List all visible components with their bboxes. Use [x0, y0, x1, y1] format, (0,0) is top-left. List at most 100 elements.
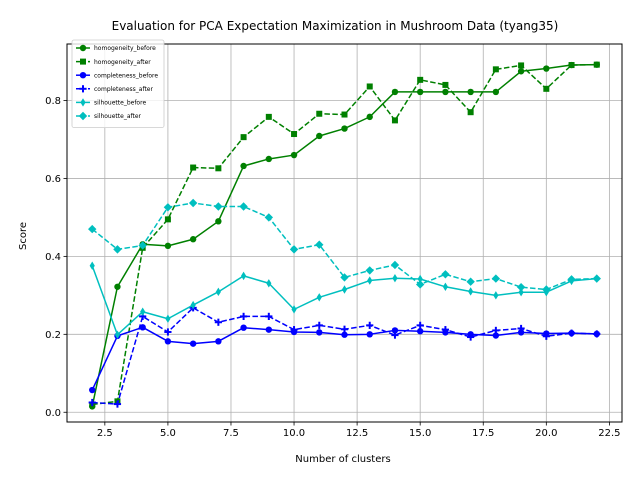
data-point: [416, 328, 424, 335]
data-point: [341, 285, 348, 294]
legend-entry: completeness_before: [76, 72, 158, 79]
data-point: [366, 321, 374, 329]
y-axis-title: Score: [18, 222, 29, 250]
series-silhouette_after: [88, 198, 601, 294]
data-point: [366, 331, 373, 338]
legend-entry: completeness_after: [76, 85, 153, 93]
legend: homogeneity_before homogeneity_aftercompl…: [71, 39, 165, 128]
data-point: [492, 326, 500, 335]
data-point: [391, 331, 399, 339]
x-tick-label: 15.0: [409, 428, 431, 439]
data-point: [140, 307, 146, 316]
data-point: [367, 276, 373, 285]
data-point: [568, 62, 575, 69]
data-point: [417, 274, 423, 284]
data-point: [265, 113, 272, 120]
y-tick-label: 0.0: [45, 408, 61, 419]
x-tick-label: 7.5: [223, 428, 239, 439]
data-point: [441, 270, 450, 279]
data-point: [340, 273, 349, 282]
data-point: [240, 162, 247, 170]
data-point: [265, 312, 273, 320]
data-point: [289, 245, 299, 254]
data-point: [517, 329, 525, 336]
x-tick-label: 22.5: [598, 428, 620, 439]
legend-box: [71, 39, 165, 128]
series-layer: [88, 61, 601, 410]
data-point: [189, 236, 197, 243]
data-point: [164, 328, 172, 336]
x-tick-label: 2.5: [97, 428, 113, 439]
legend-entry: homogeneity_after: [76, 58, 151, 66]
data-point: [188, 198, 198, 208]
data-point: [593, 330, 601, 338]
data-point: [89, 386, 96, 394]
legend-entry: silhouette_after: [76, 111, 142, 121]
data-point: [518, 62, 525, 69]
data-point: [214, 318, 222, 326]
series-completeness_before: [89, 324, 600, 394]
data-point: [139, 324, 146, 331]
data-point: [467, 109, 474, 116]
data-point: [215, 287, 221, 297]
data-point: [391, 327, 399, 334]
data-point: [240, 134, 247, 141]
data-point: [340, 325, 349, 333]
data-point: [366, 83, 373, 90]
x-tick-label: 5.0: [160, 428, 176, 439]
data-point: [239, 312, 248, 320]
data-point: [215, 338, 222, 345]
data-point: [88, 224, 97, 234]
data-point: [365, 266, 374, 275]
data-point: [190, 164, 197, 171]
data-point: [593, 61, 600, 68]
data-point: [543, 85, 550, 92]
data-point: [291, 131, 298, 138]
data-point: [138, 241, 147, 250]
data-point: [341, 331, 348, 338]
chart-title: Evaluation for PCA Expectation Maximizat…: [112, 19, 559, 33]
data-point: [316, 329, 323, 336]
legend-label: homogeneity_after: [94, 59, 151, 66]
data-point: [366, 113, 373, 121]
legend-label: homogeneity_before: [94, 45, 156, 52]
x-tick-label: 17.5: [472, 428, 494, 439]
x-tick-label: 20.0: [535, 428, 557, 439]
data-point: [518, 288, 524, 297]
data-point: [164, 338, 172, 345]
legend-entry: silhouette_before: [76, 98, 146, 107]
data-point: [240, 271, 247, 281]
data-point: [466, 277, 475, 286]
data-point: [239, 202, 248, 211]
data-point: [592, 274, 601, 283]
data-point: [315, 321, 323, 329]
data-point: [240, 324, 247, 331]
legend-marker: [79, 72, 87, 79]
axis-ticks: 2.5 5.0 7.5 10.0 12.5 15.0 17.5 20.0 22.5 0.0 0.2 0…: [45, 96, 620, 439]
data-point: [113, 400, 122, 408]
data-point: [89, 261, 95, 270]
data-point: [442, 282, 449, 291]
data-point: [442, 81, 449, 88]
data-point: [290, 151, 298, 159]
data-point: [467, 88, 474, 96]
data-point: [493, 291, 499, 300]
y-tick-label: 0.4: [45, 252, 61, 263]
data-point: [165, 314, 171, 323]
data-point: [214, 202, 223, 211]
data-point: [417, 76, 424, 83]
x-tick-label: 10.0: [283, 428, 305, 439]
data-point: [215, 165, 222, 172]
data-point: [164, 242, 172, 250]
data-point: [468, 287, 474, 296]
data-point: [543, 65, 550, 72]
data-point: [416, 88, 424, 96]
data-point: [467, 333, 475, 341]
data-point: [113, 245, 122, 254]
legend-label: completeness_after: [94, 86, 153, 93]
data-point: [265, 155, 273, 163]
data-point: [415, 280, 425, 289]
x-tick-label: 12.5: [346, 428, 368, 439]
legend-label: silhouette_before: [94, 100, 146, 107]
data-point: [114, 330, 121, 339]
